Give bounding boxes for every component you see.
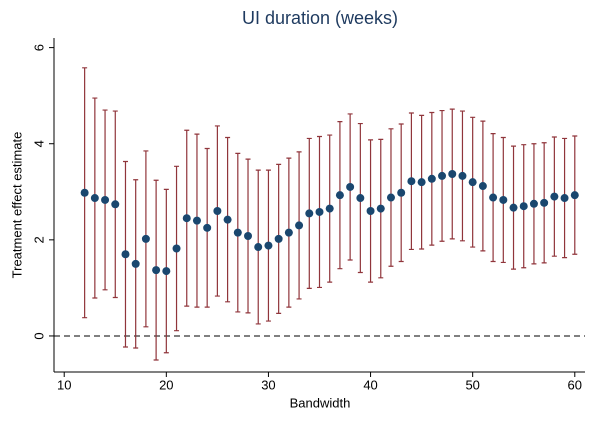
point — [90, 194, 99, 203]
point — [458, 171, 467, 180]
point — [570, 191, 579, 200]
y-axis-label: Treatment effect estimate — [9, 132, 24, 279]
point — [213, 207, 222, 216]
point — [172, 244, 181, 253]
point — [509, 203, 518, 212]
point — [529, 199, 538, 208]
point — [274, 234, 283, 243]
y-tick-label: 4 — [31, 140, 46, 147]
point — [489, 193, 498, 202]
y-tick-label: 2 — [31, 236, 46, 243]
point — [427, 174, 436, 183]
point — [152, 266, 161, 275]
point — [386, 193, 395, 202]
x-axis-label: Bandwidth — [290, 395, 351, 410]
point — [550, 192, 559, 201]
point — [397, 188, 406, 197]
point — [223, 215, 232, 224]
point — [325, 204, 334, 213]
y-tick-label: 0 — [31, 332, 46, 339]
point — [101, 195, 110, 204]
point — [519, 202, 528, 211]
point — [376, 204, 385, 213]
point — [141, 234, 150, 243]
x-tick-label: 30 — [261, 377, 275, 392]
point — [121, 250, 130, 259]
point — [182, 214, 191, 223]
point — [80, 188, 89, 197]
y-tick-label: 6 — [31, 44, 46, 51]
point — [540, 198, 549, 207]
point — [335, 191, 344, 200]
point — [111, 200, 120, 209]
point — [203, 223, 212, 232]
x-tick-label: 50 — [465, 377, 479, 392]
point — [448, 170, 457, 179]
x-tick-label: 20 — [159, 377, 173, 392]
point — [131, 259, 140, 268]
point — [162, 267, 171, 276]
point — [284, 228, 293, 237]
x-tick-label: 40 — [363, 377, 377, 392]
point — [438, 171, 447, 180]
point — [244, 231, 253, 240]
x-tick-label: 60 — [568, 377, 582, 392]
point — [264, 241, 273, 250]
x-tick-label: 10 — [57, 377, 71, 392]
point — [192, 216, 201, 225]
point — [305, 209, 314, 218]
point — [315, 207, 324, 216]
point — [468, 178, 477, 187]
point — [366, 207, 375, 216]
point — [233, 228, 242, 237]
point — [356, 194, 365, 203]
point — [499, 195, 508, 204]
point — [254, 243, 263, 252]
chart-title: UI duration (weeks) — [242, 8, 398, 28]
point — [295, 221, 304, 230]
point — [407, 177, 416, 186]
point — [478, 182, 487, 191]
point — [346, 182, 355, 191]
point — [560, 194, 569, 203]
point — [417, 178, 426, 187]
